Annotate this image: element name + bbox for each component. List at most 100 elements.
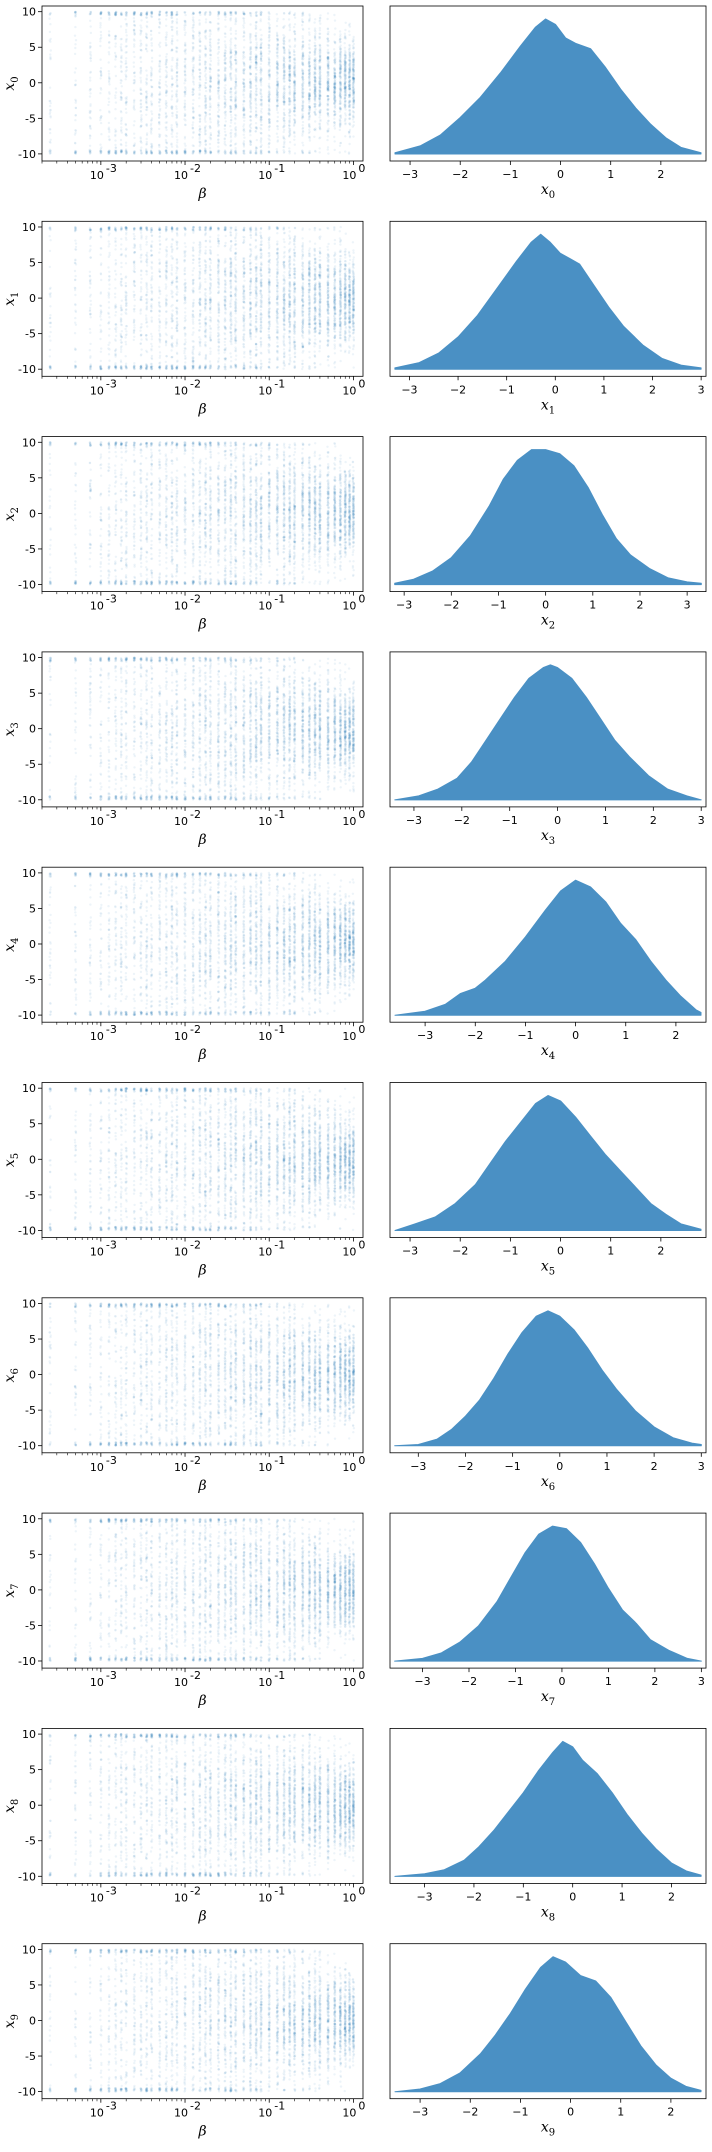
scatter-point [108, 14, 110, 16]
scatter-point [50, 149, 52, 151]
scatter-point [260, 39, 262, 41]
scatter-point [256, 54, 258, 56]
scatter-point [243, 149, 245, 151]
scatter-point [250, 119, 252, 121]
scatter-point [90, 60, 92, 62]
scatter-point [353, 88, 355, 90]
scatter-point [269, 91, 271, 93]
scatter-point [108, 33, 110, 35]
scatter-point [49, 141, 51, 143]
scatter-point [146, 79, 148, 81]
scatter-point [158, 144, 160, 146]
scatter-point [309, 139, 311, 141]
scatter-point [49, 87, 51, 89]
scatter-point [283, 61, 285, 63]
scatter-point [349, 69, 351, 71]
scatter-point [108, 283, 110, 285]
scatter-point [175, 152, 177, 154]
scatter-point [255, 151, 257, 153]
scatter-point [349, 118, 351, 120]
scatter-point [176, 72, 178, 74]
scatter-point [289, 99, 291, 101]
scatter-point [313, 21, 315, 23]
scatter-point [184, 66, 186, 68]
scatter-point [145, 95, 147, 97]
scatter-point [249, 106, 251, 108]
scatter-point [108, 78, 110, 80]
scatter-point [176, 27, 178, 29]
scatter-point [100, 313, 102, 315]
scatter-point [277, 116, 279, 118]
scatter-point [302, 37, 304, 39]
scatter-point [308, 102, 310, 104]
scatter-point [89, 134, 91, 136]
scatter-point [268, 24, 270, 26]
scatter-point [74, 262, 76, 264]
scatter-point [74, 53, 76, 55]
scatter-point [314, 99, 316, 101]
scatter-point [339, 118, 341, 120]
scatter-point [235, 33, 237, 35]
scatter-point [100, 74, 102, 76]
scatter-point [283, 57, 285, 59]
scatter-point [217, 139, 219, 141]
scatter-point [175, 81, 177, 83]
scatter-point [268, 103, 270, 105]
scatter-point [145, 143, 147, 145]
scatter-point [108, 75, 110, 77]
scatter-point [225, 47, 227, 49]
scatter-point [293, 86, 295, 88]
scatter-point [90, 57, 92, 59]
scatter-point [294, 114, 296, 116]
scatter-point [183, 82, 185, 84]
scatter-point [170, 12, 172, 14]
scatter-point [349, 57, 351, 59]
scatter-point [314, 61, 316, 63]
scatter-point [100, 311, 102, 313]
scatter-point [205, 90, 207, 92]
scatter-point [74, 317, 76, 319]
scatter-point [348, 151, 350, 153]
scatter-point [268, 34, 270, 36]
scatter-point [327, 49, 329, 51]
scatter-point [166, 152, 168, 154]
scatter-point [243, 120, 245, 122]
scatter-point [268, 70, 270, 72]
scatter-point [199, 37, 201, 39]
scatter-point [334, 54, 336, 56]
scatter-point [319, 68, 321, 70]
scatter-point [158, 26, 160, 28]
scatter-point [349, 109, 351, 111]
scatter-point [308, 98, 310, 100]
scatter-point [224, 84, 226, 86]
scatter-point [170, 98, 172, 100]
scatter-point [235, 114, 237, 116]
scatter-point [125, 29, 127, 31]
scatter-point [209, 117, 211, 119]
scatter-point [49, 317, 51, 319]
scatter-point [288, 66, 290, 68]
scatter-point [268, 53, 270, 55]
scatter-point [218, 89, 220, 91]
scatter-point [49, 355, 51, 357]
scatter-point [224, 66, 226, 68]
scatter-point [49, 56, 51, 58]
scatter-point [139, 136, 141, 138]
scatter-point [204, 121, 206, 123]
scatter-point [319, 27, 321, 29]
scatter-point [125, 57, 127, 59]
scatter-point [260, 71, 262, 73]
scatter-point [230, 91, 232, 93]
scatter-point [192, 36, 194, 38]
scatter-point [230, 152, 232, 154]
scatter-point [120, 96, 122, 98]
scatter-point [242, 55, 244, 57]
scatter-point [108, 301, 110, 303]
scatter-point [151, 68, 153, 70]
scatter-point [308, 61, 310, 63]
scatter-point [114, 94, 116, 96]
scatter-point [114, 66, 116, 68]
scatter-point [234, 37, 236, 39]
scatter-point [99, 117, 101, 119]
scatter-point [171, 84, 173, 86]
